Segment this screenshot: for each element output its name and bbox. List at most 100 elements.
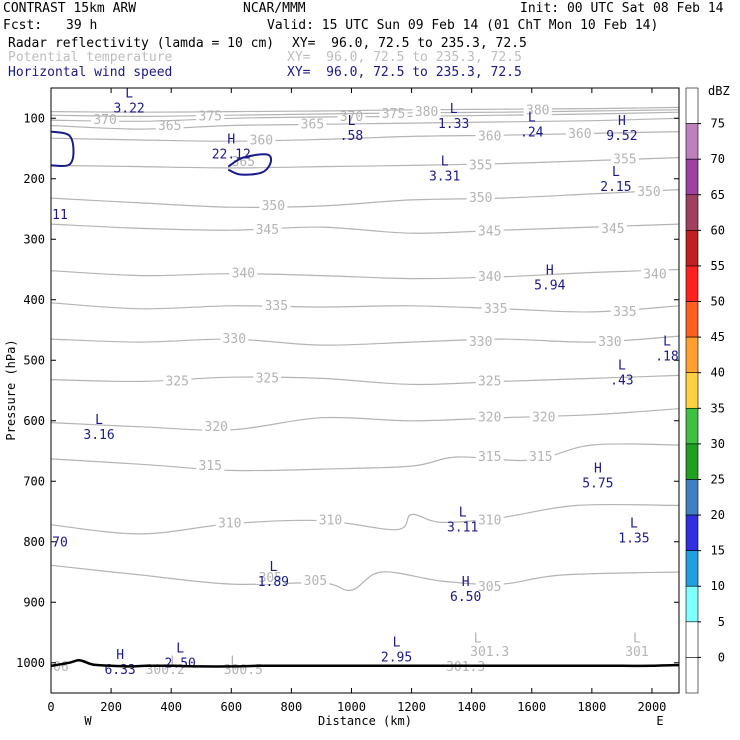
theta-label-bg: [475, 579, 504, 594]
wind-extremum-value: 9.52: [606, 129, 637, 144]
colorbar-swatch: [685, 158, 699, 196]
theta-label-bg: [412, 104, 441, 119]
x-tick-label: 1800: [577, 700, 606, 714]
theta-contour-label: 315: [199, 459, 222, 474]
theta-label-bg: [256, 570, 285, 585]
wind-extremum-type: H: [618, 114, 626, 129]
wind-extremum-type: H: [594, 461, 602, 476]
wind-extremum-type: L: [348, 114, 356, 129]
theta-contour-label: 365: [158, 119, 181, 134]
theta-contour-label: 355: [469, 158, 492, 173]
x-axis-label: Distance (km): [318, 714, 412, 728]
theta-label-bg: [247, 132, 276, 147]
colorbar-level-label: 30: [711, 437, 725, 451]
theta-label-bg: [640, 266, 669, 281]
theta-contour-line: [51, 157, 679, 169]
theta-label-bg: [526, 449, 555, 464]
theta-label-bg: [301, 573, 330, 588]
theta-contour-label: 345: [478, 224, 501, 239]
theta-contour-label: 350: [637, 185, 660, 200]
colorbar-swatch: [685, 301, 699, 338]
xy-reflectivity: XY= 96.0, 72.5 to 235.3, 72.5: [292, 36, 527, 51]
theta-contour-label: 335: [265, 299, 288, 314]
wind-extremum-value: 2.50: [165, 657, 196, 672]
xy-potential-temperature: XY= 96.0, 72.5 to 235.3, 72.5: [287, 50, 522, 65]
theta-contour-label: 320: [205, 420, 228, 435]
colorbar-swatch: [685, 230, 699, 267]
theta-contour-label: 325: [256, 371, 279, 386]
x-tick-label: 800: [281, 700, 303, 714]
theta-contour-line: [51, 111, 679, 122]
wind-extremum-type: L: [459, 506, 467, 521]
colorbar-swatch: [685, 123, 699, 160]
colorbar-swatch: [685, 657, 699, 694]
org-label: NCAR/MMM: [243, 1, 306, 16]
theta-contour-label: 330: [469, 335, 492, 350]
colorbar-swatch: [685, 194, 699, 231]
colorbar-swatch: [685, 443, 699, 480]
x-tick-label: 1200: [397, 700, 426, 714]
x-tick-label: 600: [220, 700, 242, 714]
theta-contour-line: [51, 117, 679, 130]
ground-surface: [50, 659, 680, 668]
theta-contour-label: 305: [304, 574, 327, 589]
theta-label-bg: [196, 458, 225, 473]
theta-label-bg: [475, 512, 504, 527]
wind-extremum-type: H: [546, 264, 554, 279]
x-tick-label: 200: [100, 700, 122, 714]
colorbar-swatch: [685, 621, 699, 658]
colorbar-swatch: [685, 514, 699, 551]
theta-contour-line: [51, 374, 679, 386]
colorbar-level-label: 65: [711, 188, 725, 202]
theta-contour-label: 320: [532, 411, 555, 426]
theta-contour-line: [51, 106, 679, 113]
theta-contour-label: 310: [319, 514, 342, 529]
colorbar-swatch: [685, 87, 699, 124]
wind-extremum-type: L: [393, 636, 401, 651]
theta-label-bg: [475, 409, 504, 424]
colorbar-swatch: [685, 265, 699, 302]
theta-contour-label: 315: [478, 450, 501, 465]
theta-contour-label: 335: [484, 302, 507, 317]
colorbar-level-label: 55: [711, 259, 725, 273]
colorbar-level-label: 10: [711, 579, 725, 593]
wind-extremum-value: 3.16: [83, 428, 114, 443]
theta-contours: 305 305 305 310 310 310 315 315 315 320 320 320 325 3…: [51, 102, 679, 678]
theta-label-bg: [253, 370, 282, 385]
plot-frame: [50, 87, 680, 694]
theta-label-bg: [229, 265, 258, 280]
theta-contour-line: [51, 268, 679, 280]
theta-contour-line: [51, 109, 679, 118]
theta-label-bg: [202, 418, 231, 433]
wind-extremum-value: .43: [610, 374, 633, 389]
colorbar-level-label: 60: [711, 223, 725, 237]
theta-label-bg: [466, 157, 495, 172]
y-tick-label: 700: [23, 474, 45, 488]
wind-extremum-type: L: [528, 111, 536, 126]
wind-extremum-value: .18: [655, 349, 678, 364]
theta-label-bg: [316, 512, 345, 527]
theta-extremum-label: L: [474, 632, 482, 647]
wind-extremum-value: .58: [340, 129, 363, 144]
wind-extremum-value: 1.89: [258, 575, 289, 590]
wind-extremum-value: 1.33: [438, 117, 469, 132]
theta-contour-label: 360: [478, 129, 501, 144]
theta-contour-line: [51, 408, 679, 431]
theta-label-bg: [565, 125, 594, 140]
theta-contour-label: 375: [199, 109, 222, 124]
wind-extremum-value: 70: [52, 536, 68, 551]
x-tick-label: 0: [47, 700, 54, 714]
theta-contour-label: 365: [232, 155, 255, 170]
model-title: CONTRAST 15km ARW: [3, 1, 137, 16]
wind-extremum-value: .24: [520, 126, 544, 141]
forecast-hours: 39 h: [66, 18, 98, 33]
theta-label-bg: [475, 373, 504, 388]
y-tick-label: 1000: [16, 656, 45, 670]
y-tick-label: 200: [23, 172, 45, 186]
theta-contour-label: 315: [529, 450, 552, 465]
theta-label-bg: [163, 373, 192, 388]
theta-contour-label: 360: [250, 134, 273, 149]
